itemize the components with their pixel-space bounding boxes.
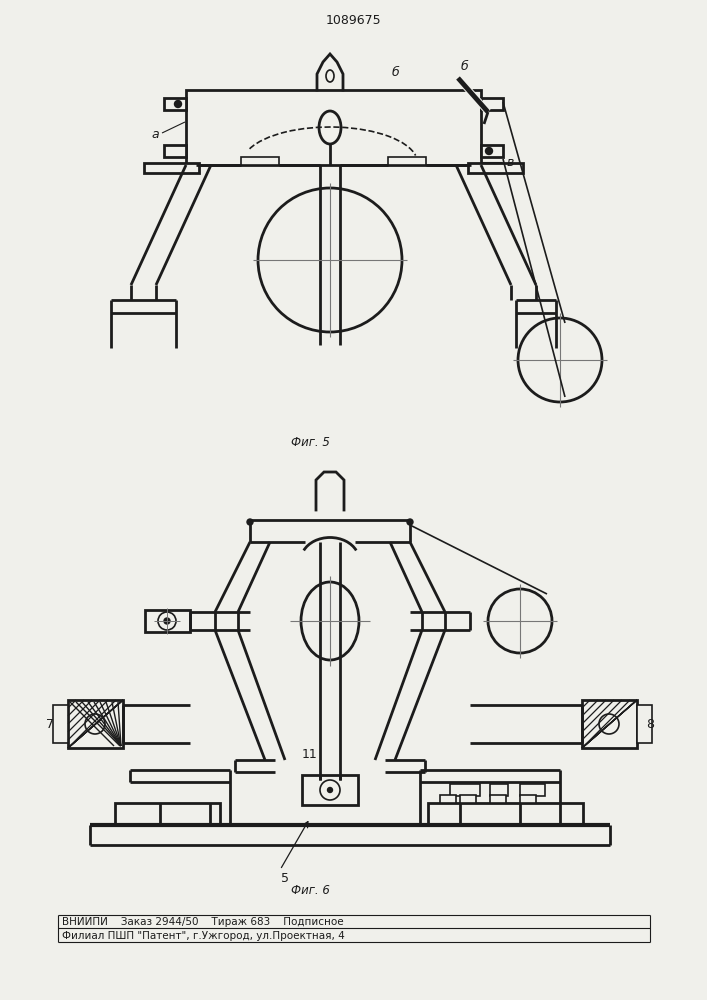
Bar — [490, 784, 508, 796]
Bar — [582, 700, 637, 748]
Circle shape — [320, 780, 340, 800]
Bar — [481, 98, 503, 110]
Text: 7: 7 — [46, 718, 54, 732]
Bar — [145, 610, 190, 632]
Circle shape — [247, 519, 253, 525]
Bar — [144, 163, 199, 173]
Text: 5: 5 — [281, 871, 289, 884]
Bar — [388, 157, 426, 165]
Bar — [302, 775, 358, 805]
Text: Филиал ПШП "Патент", г.Ужгород, ул.Проектная, 4: Филиал ПШП "Патент", г.Ужгород, ул.Проек… — [62, 931, 345, 941]
Bar — [490, 795, 506, 803]
Circle shape — [164, 618, 170, 624]
Polygon shape — [317, 54, 343, 90]
Circle shape — [407, 519, 413, 525]
Polygon shape — [316, 472, 344, 510]
Bar — [468, 163, 523, 173]
Bar — [440, 795, 456, 803]
Bar — [53, 705, 68, 743]
Bar — [186, 90, 481, 165]
Circle shape — [158, 612, 176, 630]
Text: б: б — [460, 60, 468, 74]
Circle shape — [486, 147, 493, 154]
Bar — [164, 98, 186, 110]
Bar — [115, 803, 220, 825]
Bar — [450, 784, 480, 796]
Bar — [460, 795, 476, 803]
Bar — [241, 157, 279, 165]
Bar — [428, 803, 583, 825]
Ellipse shape — [319, 111, 341, 144]
Bar — [637, 705, 652, 743]
Text: а: а — [151, 128, 159, 141]
Ellipse shape — [326, 70, 334, 82]
Bar — [68, 700, 123, 748]
Text: 11: 11 — [302, 748, 318, 762]
Circle shape — [327, 788, 332, 792]
Circle shape — [175, 101, 182, 107]
Text: Фиг. 5: Фиг. 5 — [291, 436, 329, 448]
Bar — [520, 784, 545, 796]
Circle shape — [599, 714, 619, 734]
Circle shape — [258, 188, 402, 332]
Ellipse shape — [301, 582, 359, 660]
Bar — [520, 795, 536, 803]
Circle shape — [518, 318, 602, 402]
Bar — [164, 145, 186, 157]
Text: Фиг. 6: Фиг. 6 — [291, 884, 329, 896]
Bar — [481, 145, 503, 157]
Circle shape — [85, 714, 105, 734]
Text: в: в — [506, 155, 514, 168]
Circle shape — [488, 589, 552, 653]
Text: ВНИИПИ    Заказ 2944/50    Тираж 683    Подписное: ВНИИПИ Заказ 2944/50 Тираж 683 Подписное — [62, 917, 344, 927]
Text: 1089675: 1089675 — [325, 13, 381, 26]
Text: 8: 8 — [646, 718, 654, 732]
Text: б: б — [391, 66, 399, 79]
